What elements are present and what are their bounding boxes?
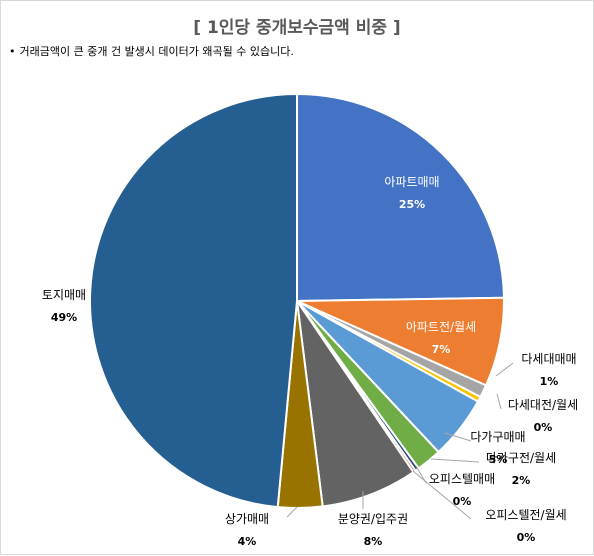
slice-label-percent-10: 4% xyxy=(238,535,257,548)
slice-label-name-2: 아파트전/월세 xyxy=(406,320,476,334)
note-bullet: • xyxy=(9,45,16,58)
slice-label-name-3: 다세대매매 xyxy=(521,352,576,366)
slice-label-percent-2: 7% xyxy=(432,343,451,356)
slice-label-percent-5: 5% xyxy=(489,453,508,466)
leader-line-3 xyxy=(495,362,514,377)
slice-label-name-1: 아파트매매 xyxy=(384,175,439,189)
slice-label-name-4: 다세대전/월세 xyxy=(508,398,578,412)
slice-label-percent-11: 49% xyxy=(51,311,77,324)
leader-line-10 xyxy=(286,506,298,518)
slice-label-name-10: 상가매매 xyxy=(225,512,269,526)
slice-label-name-5: 다가구매매 xyxy=(470,430,525,444)
leader-line-6 xyxy=(430,458,480,463)
chart-note: • 거래금액이 큰 중개 건 발생시 데이터가 왜곡될 수 있습니다. xyxy=(9,43,294,59)
slice-label-name-11: 토지매매 xyxy=(42,288,86,302)
slice-label-percent-7: 0% xyxy=(453,495,472,508)
slice-label-percent-9: 8% xyxy=(364,535,383,548)
slice-label-percent-4: 0% xyxy=(534,421,553,434)
slice-label-name-9: 분양권/입주권 xyxy=(338,512,408,526)
slice-label-percent-1: 25% xyxy=(399,198,425,211)
pie-slice-9 xyxy=(296,300,415,508)
note-text: 거래금액이 큰 중개 건 발생시 데이터가 왜곡될 수 있습니다. xyxy=(19,45,294,58)
slice-label-name-7: 오피스텔매매 xyxy=(429,472,495,486)
slice-label-name-6: 다가구전/월세 xyxy=(486,451,556,465)
slice-label-percent-8: 0% xyxy=(517,531,536,544)
slice-label-percent-6: 2% xyxy=(512,474,531,487)
slice-label-percent-3: 1% xyxy=(540,375,559,388)
slice-label-name-8: 오피스텔전/월세 xyxy=(485,508,566,522)
pie-slice-1 xyxy=(296,92,505,303)
chart-title: [ 1인당 중개보수금액 비중 ] xyxy=(193,18,401,38)
leader-line-5 xyxy=(444,432,472,442)
leader-line-4 xyxy=(496,393,502,410)
leader-line-8 xyxy=(412,470,472,520)
pie-slice-11 xyxy=(89,92,298,509)
